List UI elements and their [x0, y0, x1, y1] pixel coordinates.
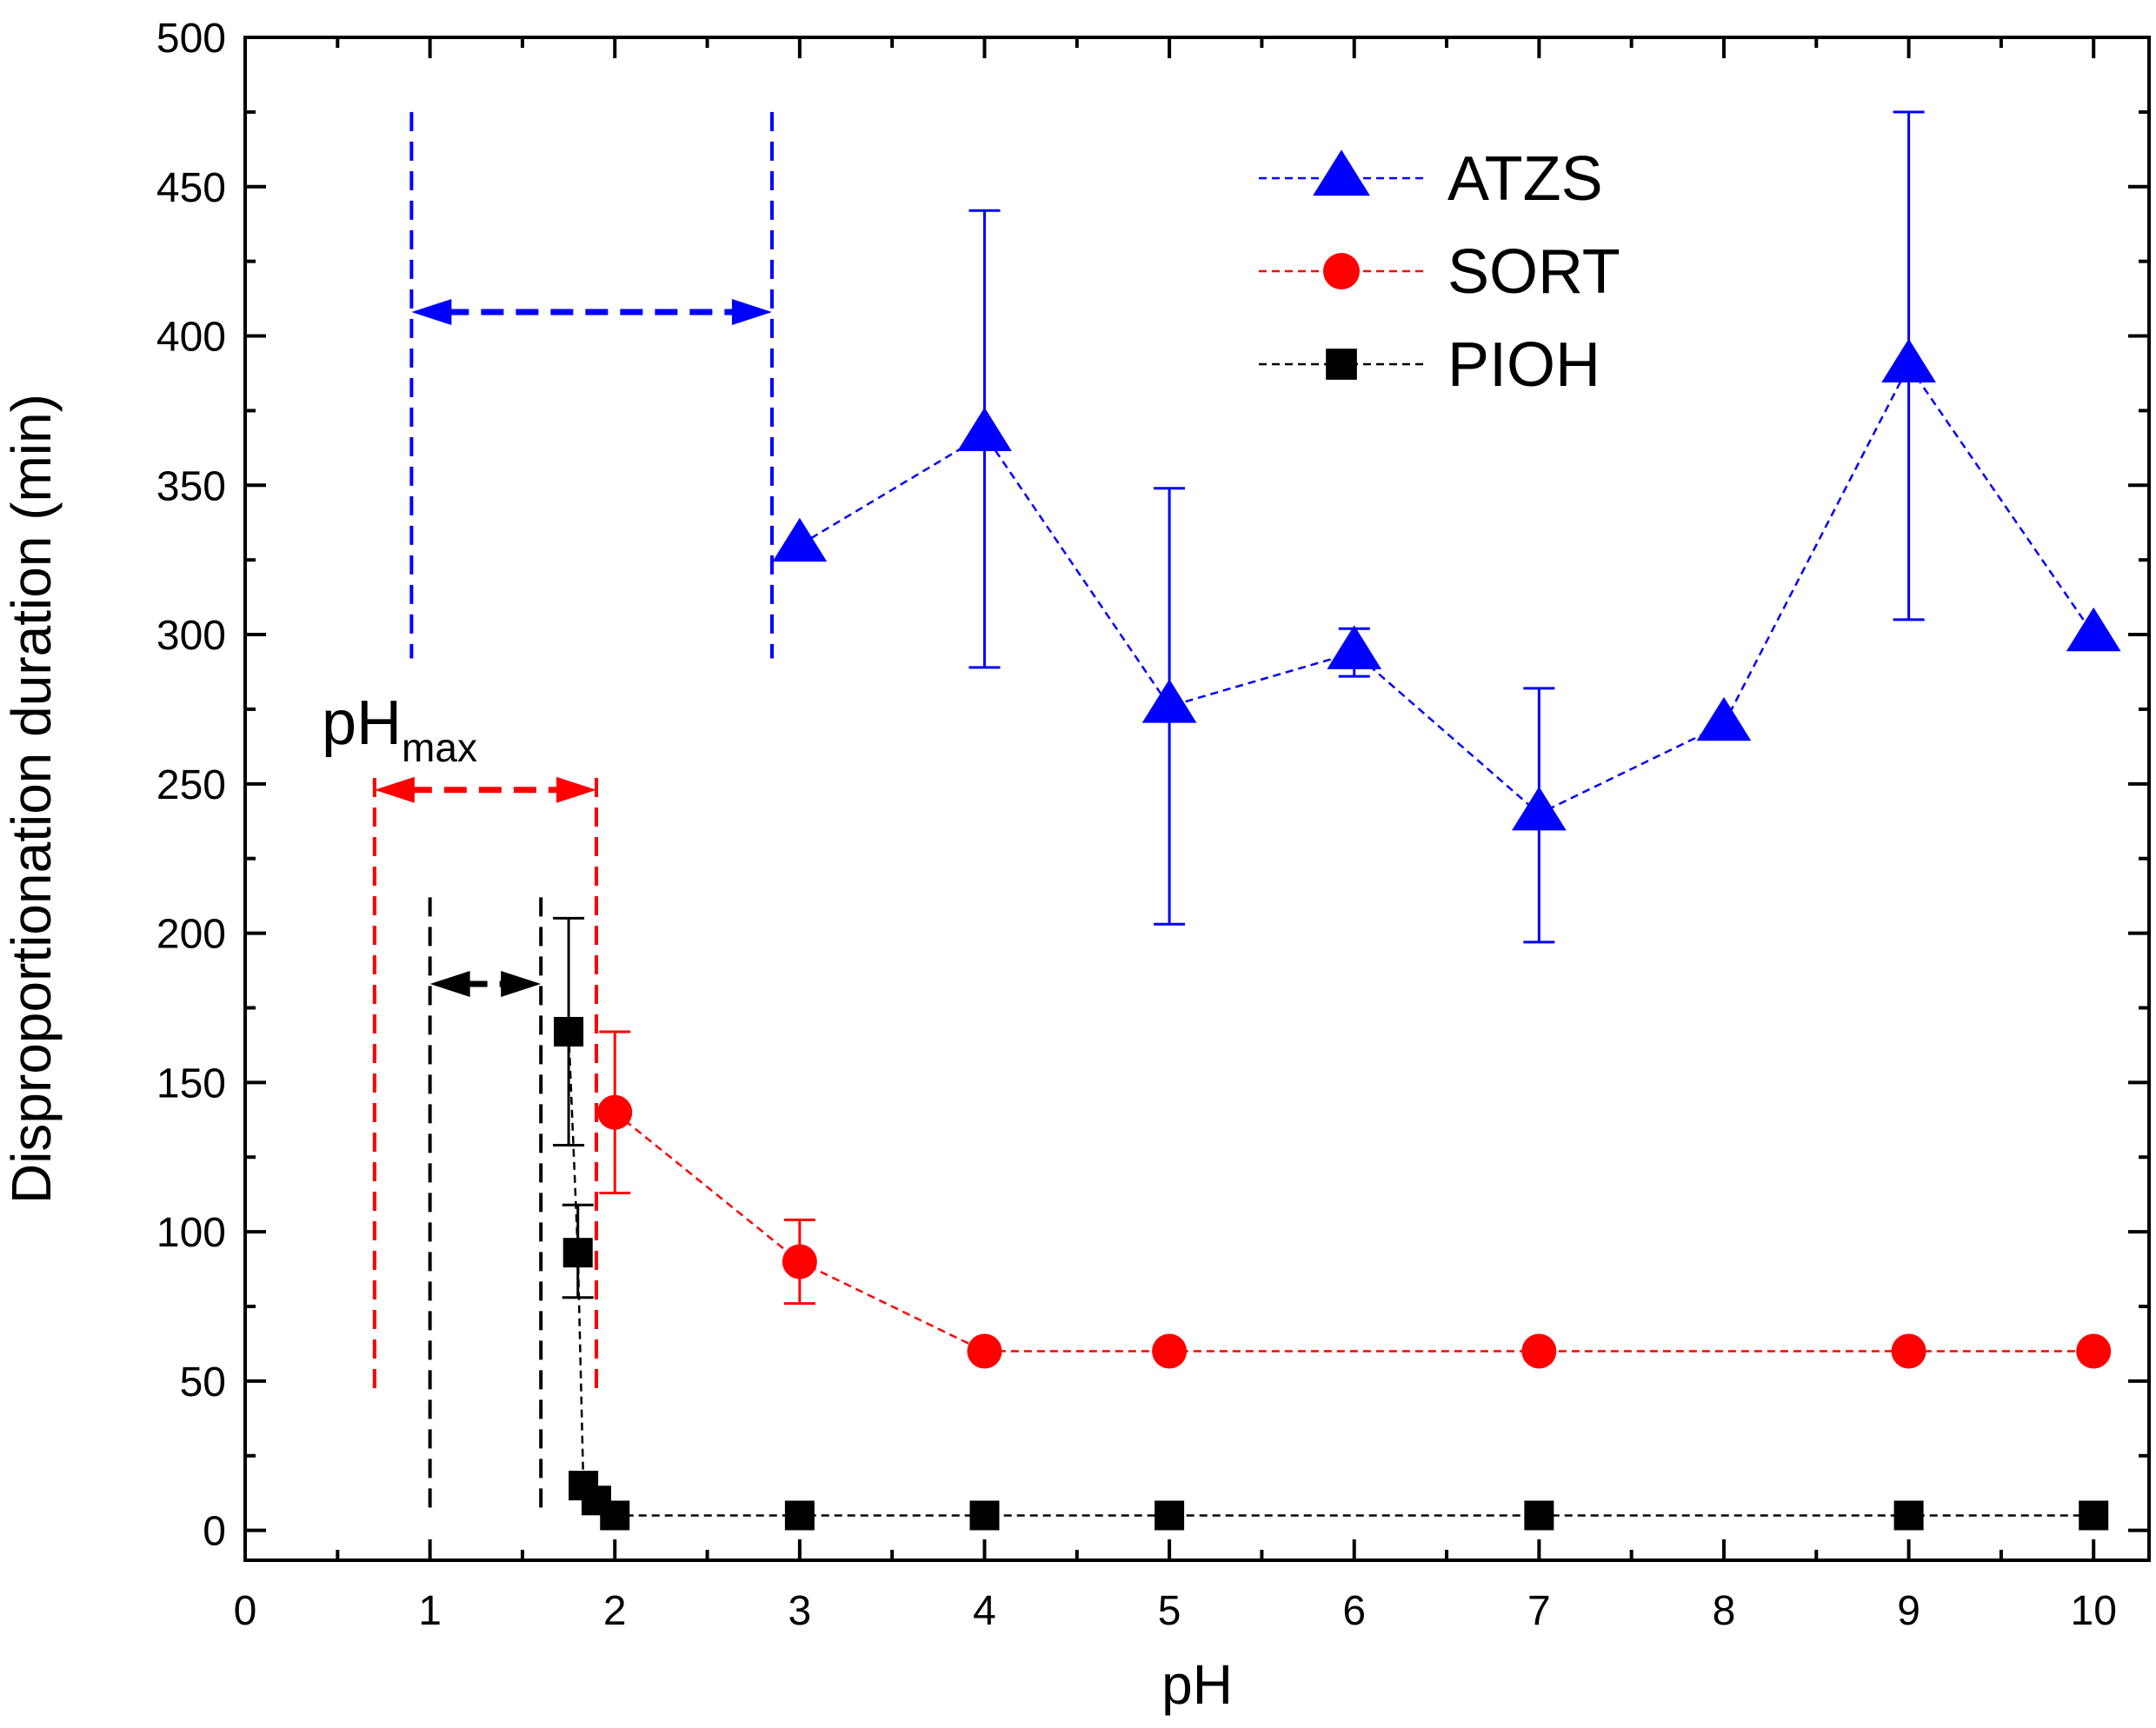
data-point [782, 1244, 817, 1279]
ph-max-label: pHmax [322, 688, 477, 770]
ph-max-label-sub: max [402, 725, 477, 770]
series-layer [553, 110, 2121, 1531]
legend-marker [1323, 253, 1360, 289]
data-point [1696, 696, 1752, 741]
legend: ATZS SORT PIOH [1259, 144, 1620, 400]
data-point [2066, 607, 2121, 652]
range-arrow-head-left [374, 776, 415, 803]
data-point [784, 1500, 815, 1531]
data-point [2076, 1333, 2112, 1369]
data-point [597, 1094, 633, 1130]
x-tick-label: 7 [1527, 1588, 1551, 1634]
x-tick-label: 4 [973, 1588, 996, 1634]
x-tick-label: 0 [234, 1588, 257, 1634]
y-tick-label: 300 [156, 613, 226, 659]
y-tick-label: 350 [156, 463, 226, 509]
data-point [1893, 1500, 1924, 1531]
data-point [554, 1016, 584, 1047]
x-tick-label: 3 [789, 1588, 812, 1634]
data-point [1891, 1333, 1926, 1369]
y-tick-label: 150 [156, 1060, 226, 1107]
data-point [1141, 679, 1197, 723]
data-point [562, 1238, 593, 1268]
data-point [1152, 1333, 1188, 1369]
y-tick-label: 100 [156, 1210, 226, 1256]
y-tick-label: 250 [156, 762, 226, 808]
data-point [1511, 786, 1567, 831]
legend-marker [1326, 349, 1357, 380]
series-sort [597, 1030, 2112, 1369]
x-tick-label: 9 [1897, 1588, 1920, 1634]
y-tick-label: 450 [156, 165, 226, 211]
x-tick-label: 5 [1158, 1588, 1181, 1634]
y-axis-title: Disproportionation duration (min) [0, 394, 63, 1204]
x-tick-label: 2 [603, 1588, 627, 1634]
axes: 0 1 2 3 4 5 6 7 8 9 100501001502002503003504004505… [156, 16, 2149, 1634]
range-arrow-head-right [731, 299, 772, 326]
y-tick-label: 500 [156, 16, 226, 62]
plot-frame [243, 36, 2151, 1562]
range-arrow-head-left [411, 299, 452, 326]
x-tick-label: 8 [1713, 1588, 1736, 1634]
data-point [957, 407, 1012, 452]
data-point [967, 1333, 1002, 1369]
range-annotations [372, 111, 774, 1513]
data-point [772, 517, 828, 562]
y-tick-label: 400 [156, 315, 226, 361]
data-point [1881, 338, 1936, 383]
series-atzs [772, 110, 2121, 944]
range-arrow-head-left [429, 970, 470, 997]
y-tick-label: 0 [203, 1509, 226, 1555]
legend-label: SORT [1447, 237, 1620, 307]
y-tick-label: 200 [156, 912, 226, 958]
x-tick-label: 1 [418, 1588, 442, 1634]
ph-max-label-main: pH [322, 688, 402, 758]
x-tick-label: 10 [2071, 1588, 2117, 1634]
legend-label: PIOH [1447, 330, 1600, 400]
y-tick-label: 50 [180, 1359, 226, 1406]
range-arrow-head-right [556, 776, 596, 803]
data-point [1155, 1500, 1185, 1531]
x-axis-title: pH [1161, 1653, 1233, 1716]
data-point [1327, 625, 1382, 669]
range-arrow-head-right [501, 970, 542, 997]
data-point [1524, 1500, 1554, 1531]
data-point [600, 1500, 630, 1531]
x-tick-label: 6 [1342, 1588, 1366, 1634]
data-point [2079, 1500, 2109, 1531]
series-pioh [553, 916, 2109, 1531]
legend-marker [1313, 150, 1370, 196]
legend-label: ATZS [1447, 144, 1603, 214]
data-point [1521, 1333, 1557, 1369]
data-point [969, 1500, 1000, 1531]
